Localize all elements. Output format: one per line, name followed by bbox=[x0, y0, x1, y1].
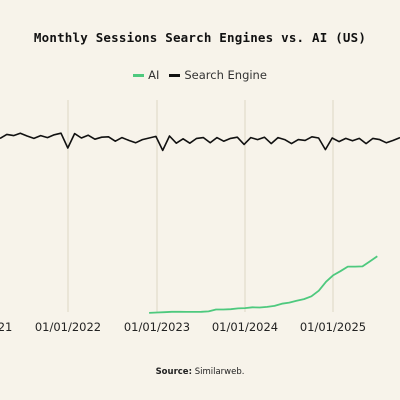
x-tick-label-2: 01/01/2022 bbox=[35, 320, 101, 334]
legend-item-search-engine[interactable]: Search Engine bbox=[169, 68, 267, 82]
chart-title: Monthly Sessions Search Engines vs. AI (… bbox=[33, 30, 367, 45]
chart-legend: AI Search Engine bbox=[0, 68, 400, 82]
source-note: Source: Similarweb. bbox=[155, 367, 245, 377]
series-line-search-engine[interactable] bbox=[0, 132, 400, 152]
x-tick-label-5: 01/01/2025 bbox=[300, 320, 366, 334]
legend-label-ai: AI bbox=[148, 68, 160, 82]
x-tick-label-1: 21 bbox=[0, 320, 12, 334]
series-line-ai[interactable] bbox=[149, 255, 378, 314]
source-label: Source bbox=[155, 367, 189, 377]
legend-swatch-ai bbox=[133, 73, 145, 77]
x-tick-label-3: 01/01/2023 bbox=[124, 320, 190, 334]
legend-label-search-engine: Search Engine bbox=[184, 68, 267, 82]
legend-swatch-search-engine bbox=[169, 73, 181, 77]
legend-item-ai[interactable]: AI bbox=[133, 68, 159, 82]
source-text: Similarweb. bbox=[194, 367, 245, 377]
x-tick-label-4: 01/01/2024 bbox=[212, 320, 278, 334]
